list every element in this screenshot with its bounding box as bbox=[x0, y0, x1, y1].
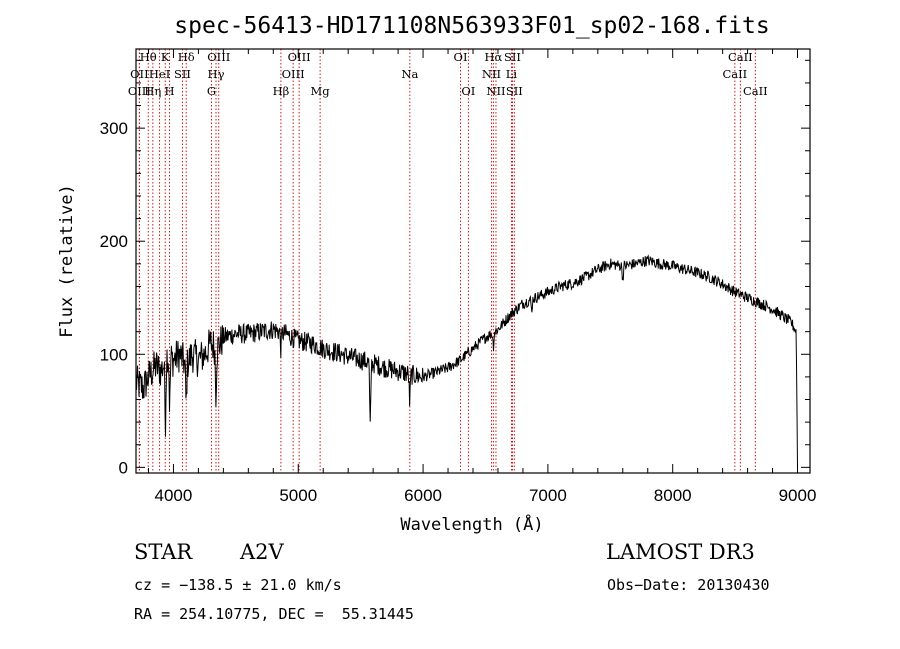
spectral-line-label: Li bbox=[506, 67, 518, 81]
x-tick-label: 5000 bbox=[279, 486, 317, 505]
spectral-line-label: OI bbox=[461, 84, 475, 98]
spectral-line-label: NII bbox=[482, 67, 501, 81]
spectral-line-label: SII bbox=[506, 84, 523, 98]
object-class: STAR bbox=[134, 540, 193, 564]
y-tick-label: 100 bbox=[100, 345, 128, 364]
object-subclass: A2V bbox=[240, 540, 284, 564]
spectral-line-label: OIII bbox=[128, 84, 151, 98]
x-axis-title: Wavelength (Å) bbox=[400, 513, 543, 535]
spectral-line-label: OIII bbox=[207, 50, 230, 64]
spectral-line-label: Hα bbox=[484, 50, 502, 64]
y-tick-label: 200 bbox=[100, 232, 128, 251]
spectral-line-label: Mg bbox=[311, 84, 331, 98]
spectral-line-label: K bbox=[161, 50, 170, 64]
y-tick-label: 0 bbox=[119, 458, 128, 477]
spectral-line-label: G bbox=[207, 84, 216, 98]
spectral-line-labels: Hθ OII OIII HeI Hη K H SII Hδ OIII Hγ G OIII OIII Hβ Mg… bbox=[128, 50, 768, 98]
spectral-line-label: Hβ bbox=[273, 84, 290, 98]
spectral-line-label: Hθ bbox=[140, 50, 157, 64]
x-tick-label: 8000 bbox=[654, 486, 692, 505]
redshift-cz: cz = −138.5 ± 21.0 km/s bbox=[134, 576, 342, 594]
x-tick-label: 9000 bbox=[779, 486, 817, 505]
spectral-line-label: H bbox=[165, 84, 175, 98]
coordinates: RA = 254.10775, DEC = 55.31445 bbox=[134, 605, 414, 623]
spectral-line-label: OIII bbox=[282, 67, 305, 81]
spectral-line-label: OII bbox=[130, 67, 149, 81]
spectral-line-label: CaII bbox=[722, 67, 747, 81]
axis-ticks: 4000 5000 6000 7000 8000 9000 0 100 200 300 bbox=[100, 49, 817, 505]
spectral-line-label: CaII bbox=[743, 84, 768, 98]
spectral-line-label: NII bbox=[486, 84, 505, 98]
spectral-line-label: Na bbox=[401, 67, 418, 81]
spectral-line-label: Hδ bbox=[178, 50, 195, 64]
spectral-line-label: Hη bbox=[144, 84, 161, 98]
plot-frame bbox=[135, 48, 811, 474]
y-tick-label: 300 bbox=[100, 119, 128, 138]
spectral-line-label: OIII bbox=[288, 50, 311, 64]
spectral-line-label: CaII bbox=[728, 50, 753, 64]
survey-name: LAMOST DR3 bbox=[606, 540, 755, 564]
chart-title: spec-56413-HD171108N563933F01_sp02-168.f… bbox=[174, 13, 769, 39]
spectral-line-label: HeI bbox=[149, 67, 170, 81]
y-axis-title: Flux (relative) bbox=[57, 184, 77, 338]
spectral-line-markers bbox=[138, 49, 756, 473]
x-tick-label: 6000 bbox=[404, 486, 442, 505]
spectral-line-label: Hγ bbox=[208, 67, 225, 81]
x-tick-label: 7000 bbox=[529, 486, 567, 505]
spectral-line-label: OI bbox=[454, 50, 468, 64]
spectrum-line bbox=[135, 254, 798, 468]
observation-date: Obs−Date: 20130430 bbox=[607, 576, 770, 594]
spectral-line-label: SII bbox=[174, 67, 191, 81]
spectral-line-label: SII bbox=[504, 50, 521, 64]
x-tick-label: 4000 bbox=[155, 486, 193, 505]
